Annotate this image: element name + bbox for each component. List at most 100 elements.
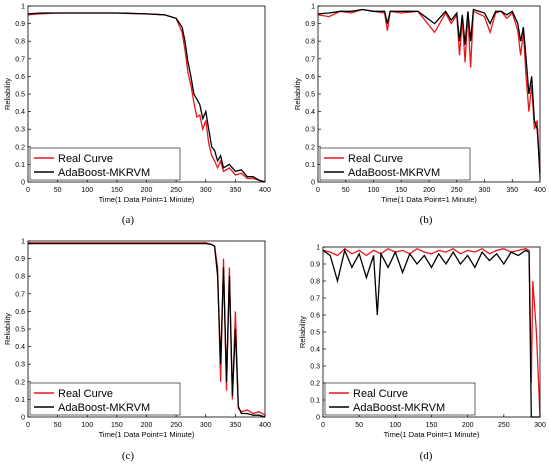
- x-tick-label: 250: [451, 187, 463, 194]
- series-line-adaboost-mkrvm: [27, 12, 266, 183]
- y-tick-label: 0.3: [15, 127, 25, 134]
- y-tick-label: 0.2: [15, 144, 25, 151]
- chart-panel-c: 0 50 100 150 200 250 300 350 400 0 0.1 0.2 0.3 0.4 0.5…: [0, 235, 275, 450]
- x-tick-label: 50: [355, 422, 363, 429]
- legend-entry-label: Real Curve: [353, 388, 408, 400]
- legend-entry-label: Real Curve: [348, 153, 403, 165]
- chart-panel-d: 0 50 100 150 200 250 300 0 0.1 0.2 0.3 0.4 0.5 0.6 0.7…: [275, 235, 550, 450]
- x-tick-label: 150: [395, 187, 407, 194]
- x-tick-label: 400: [259, 187, 271, 194]
- y-axis-label: Reliability: [293, 78, 302, 110]
- y-tick-label: 0.4: [15, 344, 25, 351]
- x-tick-label: 50: [54, 187, 62, 194]
- y-tick-label: 0.3: [305, 127, 315, 134]
- x-tick-label: 300: [534, 422, 546, 429]
- y-tick-label: 0: [311, 180, 315, 187]
- y-tick-label: 0.5: [15, 327, 25, 334]
- x-tick-label: 100: [81, 187, 93, 194]
- x-tick-label: 100: [368, 187, 380, 194]
- x-tick-label: 50: [342, 187, 350, 194]
- x-tick-label: 150: [111, 187, 123, 194]
- x-tick-label: 250: [170, 422, 182, 429]
- y-tick-label: 0.6: [305, 74, 315, 81]
- legend-box: [319, 147, 471, 181]
- y-tick-label: 0.8: [15, 39, 25, 46]
- x-tick-label: 350: [506, 187, 518, 194]
- y-tick-label: 0.1: [15, 162, 25, 169]
- legend-entry-label: AdaBoost-MKRVM: [353, 402, 445, 414]
- x-tick-label: 250: [498, 422, 510, 429]
- x-axis-label: Time(1 Data Point=1 Minute): [99, 430, 195, 439]
- legend-box: [29, 147, 181, 181]
- y-tick-label: 0.9: [15, 21, 25, 28]
- y-tick-label: 0.6: [15, 74, 25, 81]
- y-tick-label: 0.7: [310, 296, 320, 303]
- x-tick-label: 300: [479, 187, 491, 194]
- x-axis-label: Time(1 Data Point=1 Minute): [384, 430, 480, 439]
- chart-c: 0 50 100 150 200 250 300 350 400 0 0.1 0.2 0.3 0.4 0.5…: [3, 239, 271, 440]
- y-tick-label: 0.5: [305, 92, 315, 99]
- y-tick-label: 0.6: [310, 313, 320, 320]
- caption-a: (a): [121, 214, 135, 226]
- x-tick-label: 400: [259, 422, 271, 429]
- y-tick-label: 0.5: [15, 92, 25, 99]
- y-tick-label: 0.1: [305, 162, 315, 169]
- series-line-adaboost-mkrvm: [317, 8, 541, 174]
- y-tick-label: 0.2: [310, 381, 320, 388]
- caption-c: (c): [121, 450, 135, 462]
- legend-entry-label: AdaBoost-MKRVM: [58, 167, 150, 179]
- x-tick-label: 200: [141, 187, 153, 194]
- legend-box: [324, 382, 476, 416]
- legend-entry-label: AdaBoost-MKRVM: [348, 167, 440, 179]
- y-tick-label: 1: [21, 239, 25, 246]
- legend-entry-label: AdaBoost-MKRVM: [58, 402, 150, 414]
- y-tick-label: 0.4: [310, 347, 320, 354]
- y-tick-label: 0: [21, 415, 25, 422]
- y-tick-label: 0.8: [310, 279, 320, 286]
- y-tick-label: 0.7: [305, 56, 315, 63]
- x-axis-label: Time(1 Data Point=1 Minute): [99, 195, 195, 204]
- x-tick-label: 200: [141, 422, 153, 429]
- x-tick-label: 50: [54, 422, 62, 429]
- series-line-real-curve: [322, 247, 541, 418]
- y-tick-label: 0.2: [15, 379, 25, 386]
- x-tick-label: 100: [389, 422, 401, 429]
- y-tick-label: 0.1: [15, 397, 25, 404]
- y-tick-label: 0.5: [310, 330, 320, 337]
- x-tick-label: 0: [26, 187, 30, 194]
- caption-b: (b): [419, 214, 433, 226]
- y-tick-label: 0.7: [15, 56, 25, 63]
- series-line-adaboost-mkrvm: [28, 242, 266, 418]
- legend-entry-label: Real Curve: [58, 153, 113, 165]
- y-tick-label: 0.4: [15, 109, 25, 116]
- y-tick-label: 0.6: [15, 309, 25, 316]
- y-tick-label: 0.4: [305, 109, 315, 116]
- x-axis-label: Time(1 Data Point=1 Minute): [381, 195, 477, 204]
- y-tick-label: 0.8: [305, 39, 315, 46]
- y-tick-label: 0.9: [15, 256, 25, 263]
- x-tick-label: 150: [111, 422, 123, 429]
- x-tick-label: 350: [230, 422, 242, 429]
- y-tick-label: 0.9: [305, 21, 315, 28]
- chart-d: 0 50 100 150 200 250 300 0 0.1 0.2 0.3 0.4 0.5 0.6 0.7…: [298, 245, 546, 440]
- caption-d: (d): [419, 450, 433, 462]
- x-tick-label: 350: [230, 187, 242, 194]
- y-tick-label: 0.3: [310, 364, 320, 371]
- chart-a: 0 50 100 150 200 250 300 350 400 0 0.1 0.2 0.3 0.4 0.5…: [3, 4, 271, 205]
- y-tick-label: 1: [21, 4, 25, 11]
- series-line-adaboost-mkrvm: [322, 248, 540, 418]
- y-axis-label: Reliability: [3, 313, 12, 345]
- y-tick-label: 0.2: [305, 144, 315, 151]
- y-axis-label: Reliability: [298, 316, 307, 348]
- y-tick-label: 0.3: [15, 362, 25, 369]
- legend-entry-label: Real Curve: [58, 388, 113, 400]
- legend-box: [29, 382, 181, 416]
- x-tick-label: 0: [26, 422, 30, 429]
- y-tick-label: 0.9: [310, 262, 320, 269]
- x-tick-label: 200: [462, 422, 474, 429]
- y-tick-label: 0: [21, 180, 25, 187]
- y-tick-label: 0.7: [15, 291, 25, 298]
- x-tick-label: 0: [316, 187, 320, 194]
- y-axis-label: Reliability: [3, 78, 12, 110]
- x-tick-label: 300: [200, 422, 212, 429]
